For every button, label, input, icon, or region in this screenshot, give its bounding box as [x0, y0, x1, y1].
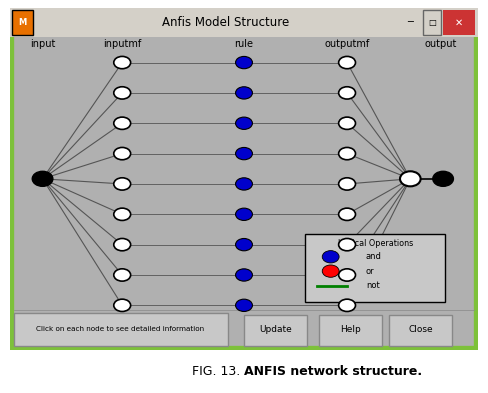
Circle shape	[339, 57, 355, 69]
Circle shape	[339, 87, 355, 99]
Circle shape	[236, 269, 252, 281]
FancyBboxPatch shape	[10, 8, 478, 350]
Circle shape	[114, 239, 131, 251]
Text: M: M	[18, 18, 26, 27]
FancyBboxPatch shape	[443, 10, 475, 35]
Text: Click on each node to see detailed information: Click on each node to see detailed infor…	[36, 326, 204, 332]
Circle shape	[114, 299, 131, 312]
Circle shape	[322, 265, 339, 277]
Circle shape	[236, 299, 252, 312]
Text: Close: Close	[408, 325, 433, 334]
FancyBboxPatch shape	[424, 10, 441, 35]
Circle shape	[339, 269, 355, 281]
FancyBboxPatch shape	[12, 9, 33, 35]
Text: Anfis Model Structure: Anfis Model Structure	[162, 16, 289, 29]
Circle shape	[339, 239, 355, 251]
FancyBboxPatch shape	[244, 315, 307, 346]
Circle shape	[236, 57, 252, 69]
FancyBboxPatch shape	[15, 313, 227, 346]
Circle shape	[236, 239, 252, 251]
Circle shape	[322, 251, 339, 263]
Text: outputmf: outputmf	[325, 39, 370, 49]
Text: input: input	[30, 39, 55, 49]
Circle shape	[433, 171, 453, 186]
Text: ANFIS network structure.: ANFIS network structure.	[244, 365, 422, 378]
Text: inputmf: inputmf	[103, 39, 142, 49]
Circle shape	[114, 87, 131, 99]
Circle shape	[339, 117, 355, 129]
Text: not: not	[366, 281, 380, 290]
Circle shape	[114, 57, 131, 69]
Circle shape	[400, 171, 421, 186]
FancyBboxPatch shape	[10, 8, 478, 37]
Circle shape	[236, 147, 252, 160]
Text: □: □	[428, 18, 436, 27]
Text: rule: rule	[235, 39, 253, 49]
Text: output: output	[425, 39, 457, 49]
Circle shape	[114, 269, 131, 281]
Circle shape	[339, 208, 355, 220]
Circle shape	[114, 147, 131, 160]
Circle shape	[339, 178, 355, 190]
Circle shape	[236, 178, 252, 190]
Text: ─: ─	[407, 17, 413, 28]
Text: Help: Help	[340, 325, 361, 334]
FancyBboxPatch shape	[319, 315, 382, 346]
Text: ✕: ✕	[455, 17, 463, 28]
Circle shape	[339, 299, 355, 312]
Circle shape	[114, 117, 131, 129]
Circle shape	[236, 208, 252, 220]
Circle shape	[236, 117, 252, 129]
Text: FIG. 13.: FIG. 13.	[192, 365, 244, 378]
Circle shape	[236, 87, 252, 99]
FancyBboxPatch shape	[305, 233, 446, 302]
FancyBboxPatch shape	[389, 315, 452, 346]
Circle shape	[114, 178, 131, 190]
Text: and: and	[366, 252, 382, 261]
Circle shape	[339, 147, 355, 160]
Circle shape	[32, 171, 53, 186]
Text: Update: Update	[259, 325, 292, 334]
Circle shape	[114, 208, 131, 220]
Text: or: or	[366, 266, 374, 275]
Text: Logical Operations: Logical Operations	[338, 239, 413, 248]
